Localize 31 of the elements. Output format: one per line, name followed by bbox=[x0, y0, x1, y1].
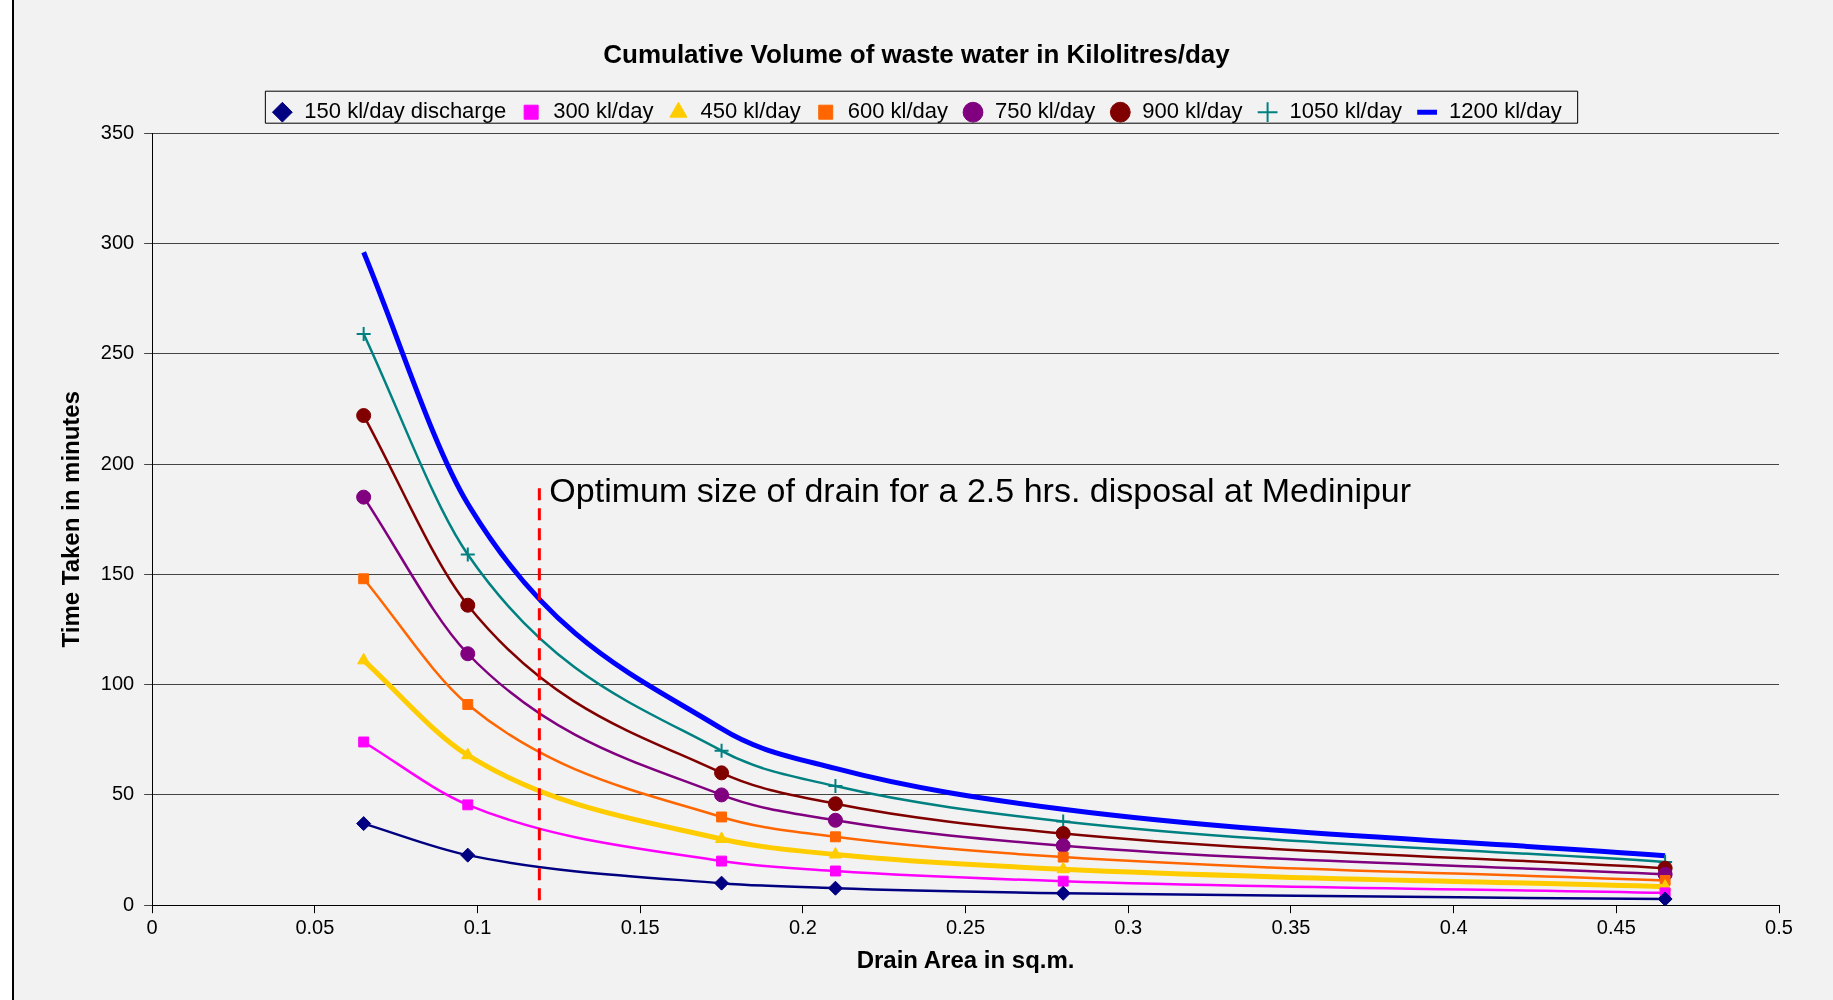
y-tick-label: 100 bbox=[100, 672, 135, 695]
y-tick-label: 250 bbox=[100, 341, 135, 364]
y-tick-label: 50 bbox=[111, 782, 135, 805]
x-tick-label: 0.05 bbox=[295, 915, 335, 938]
x-tick-label: 0.25 bbox=[946, 915, 986, 938]
x-tick-label: 0.1 bbox=[463, 915, 492, 938]
legend-label: 1050 kl/day bbox=[1289, 98, 1403, 124]
legend-label: 1200 kl/day bbox=[1449, 98, 1562, 124]
x-tick-label: 0 bbox=[146, 915, 158, 938]
y-axis-title: Time Taken in minutes bbox=[57, 390, 85, 648]
y-tick-label: 150 bbox=[100, 561, 135, 584]
chart-title: Cumulative Volume of waste water in Kilolitres/day bbox=[603, 38, 1231, 69]
x-tick-label: 0.45 bbox=[1596, 915, 1636, 938]
legend-label: 900 kl/day bbox=[1142, 98, 1243, 124]
legend-label: 300 kl/day bbox=[553, 98, 654, 124]
x-tick-label: 0.2 bbox=[789, 915, 817, 938]
legend-label: 600 kl/day bbox=[847, 98, 949, 124]
y-tick-label: 350 bbox=[100, 120, 135, 143]
x-tick-label: 0.35 bbox=[1271, 915, 1311, 938]
y-tick-label: 300 bbox=[100, 231, 135, 253]
y-tick-label: 200 bbox=[100, 451, 135, 474]
x-tick-label: 0.5 bbox=[1765, 915, 1793, 938]
x-tick-label: 0.15 bbox=[620, 915, 660, 938]
x-tick-label: 0.4 bbox=[1439, 915, 1468, 938]
x-tick-label: 0.3 bbox=[1114, 915, 1143, 938]
ref-line-label: Optimum size of drain for a 2.5 hrs. disposal at Medinipur bbox=[549, 470, 1412, 509]
legend-label: 750 kl/day bbox=[995, 98, 1096, 124]
legend-label: 450 kl/day bbox=[700, 98, 801, 124]
y-tick-label: 0 bbox=[123, 892, 135, 915]
x-axis-title: Drain Area in sq.m. bbox=[856, 946, 1075, 974]
legend-label: 150 kl/day discharge bbox=[304, 98, 507, 124]
